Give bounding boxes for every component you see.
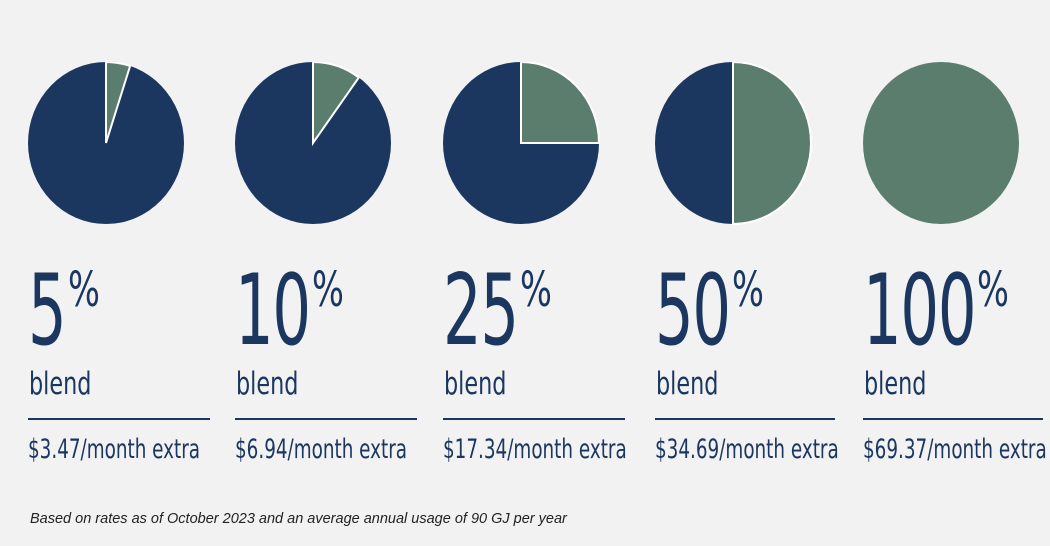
percent-label: 5%	[28, 262, 113, 360]
blend-label: blend	[656, 366, 719, 402]
percent-number: 100	[863, 254, 976, 368]
pie-slice-blend	[732, 62, 812, 226]
pie-chart	[655, 62, 812, 226]
pie-slice-blend	[312, 62, 361, 147]
percent-sign: %	[311, 262, 344, 318]
divider	[28, 418, 210, 420]
percent-number: 5	[28, 254, 67, 368]
pie-chart	[443, 62, 601, 224]
percent-sign: %	[67, 262, 100, 318]
blend-option-10: 10% blend $6.94/month extra	[235, 0, 435, 480]
price-label: $34.69/month extra	[655, 434, 839, 465]
percent-label: 100%	[863, 262, 1023, 360]
pie-chart	[28, 62, 184, 224]
pie-slice-blend	[520, 62, 601, 144]
pie-chart	[863, 62, 1019, 224]
divider	[235, 418, 417, 420]
pie-chart	[235, 62, 391, 224]
pie-slice-blend	[863, 62, 1019, 224]
blend-label: blend	[29, 366, 92, 402]
divider	[443, 418, 625, 420]
percent-number: 50	[655, 254, 731, 368]
percent-label: 25%	[443, 262, 565, 360]
price-label: $17.34/month extra	[443, 434, 627, 465]
percent-label: 10%	[235, 262, 357, 360]
price-label: $3.47/month extra	[28, 434, 201, 465]
percent-sign: %	[731, 262, 764, 318]
price-label: $69.37/month extra	[863, 434, 1047, 465]
price-label: $6.94/month extra	[235, 434, 408, 465]
blend-label: blend	[236, 366, 299, 402]
divider	[863, 418, 1043, 420]
percent-sign: %	[519, 262, 552, 318]
percent-sign: %	[977, 262, 1010, 318]
blend-label: blend	[444, 366, 507, 402]
footnote: Based on rates as of October 2023 and an…	[30, 511, 567, 527]
blend-option-50: 50% blend $34.69/month extra	[655, 0, 855, 480]
blend-option-5: 5% blend $3.47/month extra	[28, 0, 228, 480]
blend-option-25: 25% blend $17.34/month extra	[443, 0, 643, 480]
blend-label: blend	[864, 366, 927, 402]
blend-option-100: 100% blend $69.37/month extra	[863, 0, 1050, 480]
percent-number: 10	[235, 254, 311, 368]
divider	[655, 418, 835, 420]
percent-label: 50%	[655, 262, 777, 360]
percent-number: 25	[443, 254, 519, 368]
pie-slice-blend	[105, 62, 132, 144]
